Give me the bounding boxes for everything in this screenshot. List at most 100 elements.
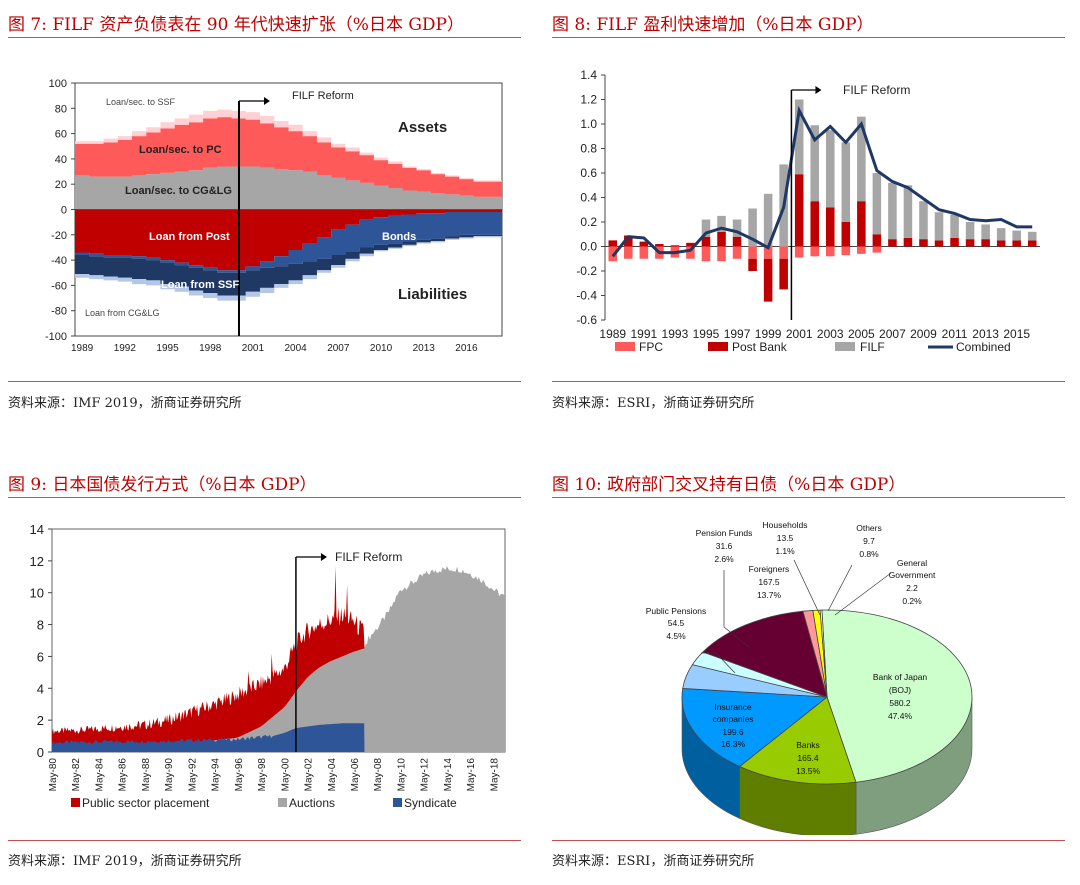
bar-filf-2014 [996,228,1006,241]
figure-7-title: 图 7: FILF 资产负债表在 90 年代快速扩张（%日本 GDP） [8,15,464,35]
bar-filf-1998 [748,208,757,247]
bar-post-bank-1990 [624,235,633,247]
x-tick-label: 1989 [599,327,626,341]
bar-post-bank-1991 [639,241,649,247]
legend-swatch-post-bank [708,342,728,351]
figure-7-areas [75,109,502,301]
legend-label-fpc: FPC [639,340,663,354]
figure-9-areas [52,565,505,752]
figure-8-reform: FILF Reform [790,83,910,320]
pie-slice-insurance-companies [681,688,829,767]
x-tick-label: 2007 [327,343,350,354]
y-tick-label: 60 [55,129,67,141]
area-loan-sec-to-pc [75,117,502,197]
pension-funds-label-3: 2.6% [714,554,734,564]
bar-post-bank-1992 [655,244,664,247]
general-government-label-1: General [897,558,927,568]
leader-line-1 [723,570,750,648]
foreigners-label-3: 13.7% [757,590,782,600]
bar-fpc-2002 [810,246,820,257]
bar-post-bank-2006 [872,234,882,247]
y-tick-label: 0.2 [580,215,597,229]
leader-line-2 [793,559,821,616]
bar-fpc-1998 [748,246,757,259]
y-tick-label: 10 [30,586,44,601]
insurance-label-2: companies [712,714,753,724]
y-tick-label: 0.6 [580,166,597,180]
bar-post-bank-2000 [779,258,788,290]
bar-post-bank-1997 [732,236,742,247]
bar-post-bank-1989 [608,240,618,247]
loan-from-cg-label: Loan from CG&LG [85,308,160,318]
bar-fpc-2000 [779,246,788,259]
y-tick-label: 0.0 [580,240,597,254]
bar-fpc-1994 [686,246,695,259]
x-tick-label: 2005 [848,327,875,341]
legend-label-public-sector: Public sector placement [82,796,210,810]
insurance-label-1: Insurance [714,702,752,712]
y-tick-label: 1.2 [580,93,597,107]
y-tick-label: -0.6 [576,313,597,327]
leader-line-3 [827,564,853,612]
bar-filf-2015 [1012,230,1021,241]
bar-post-bank-1998 [748,258,757,271]
x-tick-label: 1997 [724,327,751,341]
x-tick-label: May-88 [141,758,152,792]
legend-label-combined: Combined [956,340,1011,354]
figure-8-legend: FPC Post Bank FILF Combined [615,340,1011,354]
bar-post-bank-2008 [903,237,913,247]
x-tick-label: 1995 [156,343,179,354]
bar-post-bank-1994 [686,242,695,247]
x-tick-label: 2003 [817,327,844,341]
reform-arrow-head [320,553,327,561]
y-tick-label: 0 [61,205,67,217]
boj-label-1: Bank of Japan [873,672,928,682]
legend-swatch-syndicate [393,798,402,807]
bar-filf-2012 [965,222,975,240]
y-tick-label: 1.4 [580,68,597,82]
figure-7-labels: Assets Liabilities Loan/sec. to PC Loan/… [85,90,467,318]
x-tick-label: 2013 [413,343,436,354]
legend-swatch-auctions [278,798,287,807]
bar-filf-1995 [701,219,711,237]
pension-funds-label-2: 31.6 [716,541,733,551]
x-tick-label: May-04 [327,758,338,792]
y-tick-label: 2 [37,713,44,728]
figure-10-chart: Bank of Japan (BOJ) 580.2 47.4% Banks 16… [646,520,973,835]
pie-slice-banks [738,696,857,785]
figure-7-chart: -100 -80 -60 -40 -20 0 20 40 60 80 100 1989 1992 1995… [45,78,503,354]
figure-7-axes: -100 -80 -60 -40 -20 0 20 40 60 80 100 1989 1992 1995… [45,78,502,354]
bar-filf-2007 [888,182,897,240]
pie-slice-foreigners [702,610,828,698]
y-tick-label: 8 [37,618,44,633]
figure-9-reform: FILF Reform [295,550,402,752]
y-tick-label: 12 [30,554,44,569]
filf-reform-label: FILF Reform [335,550,402,564]
bar-filf-2003 [825,130,835,208]
households-label-2: 13.5 [777,533,794,543]
y-tick-label: 6 [37,649,44,664]
liabilities-label: Liabilities [398,286,467,303]
x-tick-label: 1991 [630,327,657,341]
filf-reform-label: FILF Reform [843,83,910,97]
x-tick-label: May-06 [350,758,361,792]
bar-post-bank-2002 [810,201,820,247]
bar-fpc-1995 [701,246,711,262]
figure-9-title-rule [8,497,521,498]
area-loan-sec-to-ssf [75,109,502,182]
pension-funds-label-1: Pension Funds [696,528,753,538]
leader-line-0 [701,652,736,674]
legend-swatch-public-sector [71,798,80,807]
loan-from-post-label: Loan from Post [149,231,230,243]
area-public-sector-placement [52,565,365,749]
figure-8-source-rule [552,381,1065,382]
x-tick-label: 2001 [786,327,813,341]
y-tick-label: 100 [49,78,67,90]
x-tick-label: May-98 [257,758,268,792]
y-tick-label: 40 [55,154,67,166]
loan-to-cg-label: Loan/sec. to CG&LG [125,185,232,197]
area-syndicate [52,723,365,752]
boj-label-4: 47.4% [888,711,913,721]
y-tick-label: -0.4 [576,289,597,303]
loan-to-pc-label: Loan/sec. to PC [139,144,222,156]
